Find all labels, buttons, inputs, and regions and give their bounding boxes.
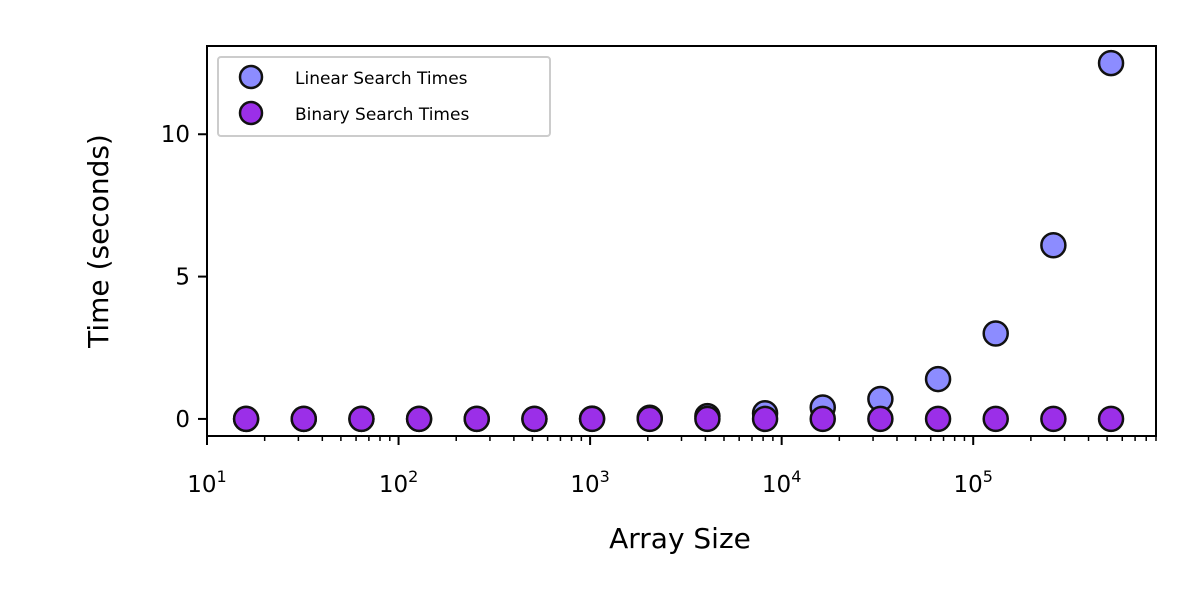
data-point bbox=[694, 405, 721, 433]
x-tick-label: 102 bbox=[379, 467, 418, 498]
data-point bbox=[1040, 232, 1067, 259]
legend: Linear Search Times Binary Search Times bbox=[217, 56, 551, 137]
data-point bbox=[1097, 405, 1125, 433]
x-tick-label: 105 bbox=[953, 467, 992, 498]
data-point bbox=[924, 365, 952, 393]
data-point bbox=[982, 405, 1009, 433]
data-point bbox=[1040, 405, 1067, 433]
data-points bbox=[232, 49, 1125, 433]
data-point bbox=[578, 405, 606, 433]
data-point bbox=[867, 405, 894, 433]
legend-box bbox=[217, 56, 551, 137]
data-point bbox=[982, 320, 1009, 347]
data-point bbox=[1097, 49, 1125, 77]
data-point bbox=[405, 405, 433, 433]
data-point bbox=[521, 405, 548, 433]
series-1 bbox=[232, 405, 1125, 433]
x-tick-label: 103 bbox=[570, 467, 609, 498]
y-tick-label: 10 bbox=[161, 122, 190, 148]
x-axis-label: Array Size bbox=[609, 522, 751, 555]
y-axis-label: Time (seconds) bbox=[82, 134, 115, 349]
data-point bbox=[924, 405, 952, 433]
plot-frame bbox=[206, 45, 1157, 437]
data-point bbox=[636, 405, 663, 433]
data-point bbox=[809, 405, 836, 433]
legend-marker-linear bbox=[238, 64, 264, 90]
x-tick-label: 101 bbox=[187, 467, 226, 498]
legend-label-binary: Binary Search Times bbox=[295, 105, 469, 125]
y-tick-label: 0 bbox=[175, 407, 190, 433]
data-point bbox=[232, 405, 260, 433]
legend-label-linear: Linear Search Times bbox=[295, 69, 468, 89]
x-tick-label: 104 bbox=[762, 467, 801, 498]
data-point bbox=[463, 405, 491, 433]
data-point bbox=[290, 405, 318, 433]
data-point bbox=[751, 405, 779, 433]
legend-marker-binary bbox=[238, 100, 264, 126]
y-tick-label: 5 bbox=[175, 265, 190, 291]
data-point bbox=[348, 405, 375, 433]
